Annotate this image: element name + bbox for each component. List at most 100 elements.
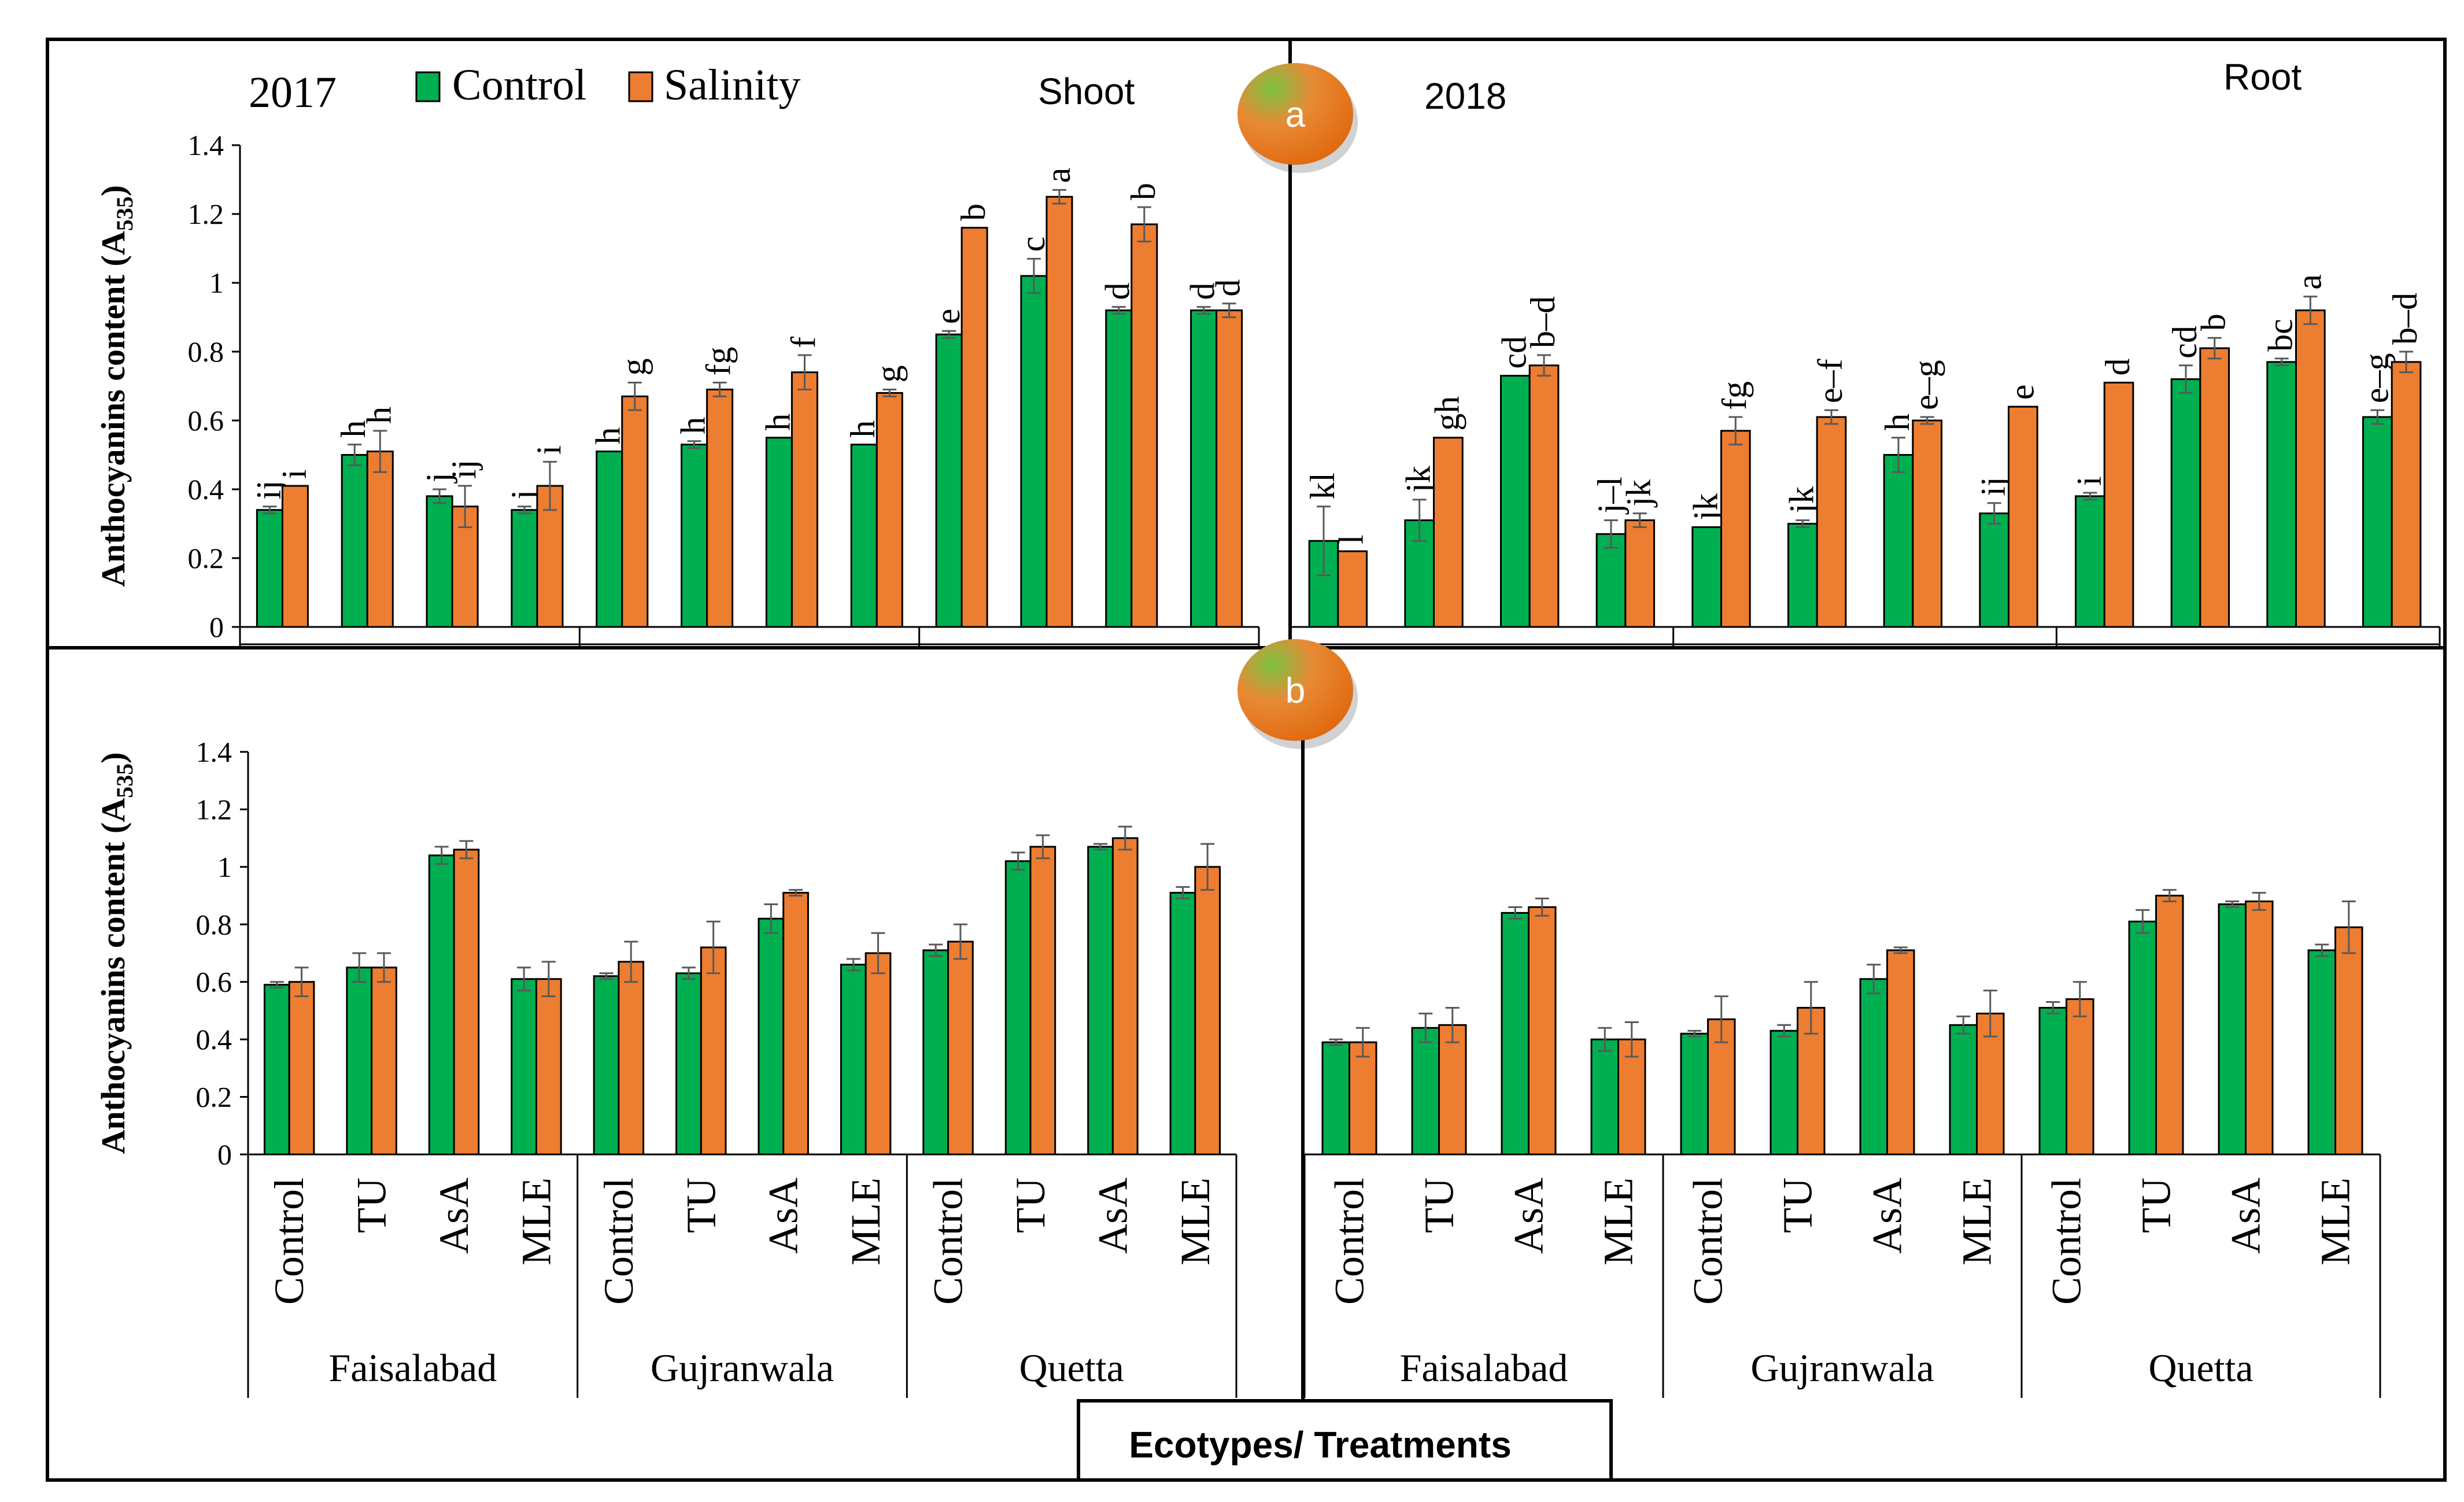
chart-panels: 0 0.2 0.4 0.6 0.8 1 1.2 1.4 Anthocyanins content… [94, 129, 2441, 1398]
significance-letter: bc [2262, 319, 2300, 352]
group-label: Gujranwala [1750, 1346, 1934, 1390]
significance-letter: b [1124, 183, 1162, 200]
bar-salinity [1886, 949, 1915, 1156]
bar-salinity [1528, 906, 1557, 1156]
legend-label-salinity: Salinity [664, 61, 800, 109]
category-label: MLE [2312, 1178, 2359, 1265]
category-label: AsA [1089, 1178, 1136, 1254]
significance-letter: f [784, 337, 822, 348]
bar-salinity [2103, 382, 2134, 628]
category-label: TU [1416, 1178, 1462, 1233]
bar-control [2266, 361, 2297, 628]
bar-control [2362, 416, 2393, 628]
bar-salinity [1131, 223, 1158, 628]
bar-control [1321, 1041, 1350, 1156]
y-tick-label: 0 [217, 1138, 232, 1171]
category-label: TU [1775, 1178, 1821, 1233]
y-tick-label: 1.2 [196, 793, 232, 825]
significance-letter: cd [1495, 336, 1533, 369]
bar-control [1411, 1027, 1440, 1156]
bar-control [681, 444, 708, 628]
bar-control [428, 854, 455, 1156]
year-label-2018: 2018 [1424, 75, 1506, 117]
category-label: Control [596, 1178, 642, 1305]
bar-salinity [453, 848, 480, 1156]
significance-letter: b–d [1524, 296, 1562, 348]
bar-salinity [1720, 430, 1751, 628]
bar-control [850, 444, 878, 628]
bar-salinity [618, 961, 645, 1156]
bar-salinity [947, 940, 974, 1156]
bar-salinity [1337, 550, 1368, 628]
bar-control [1499, 375, 1531, 628]
bar-control [1190, 309, 1218, 628]
bar-control [1004, 860, 1032, 1156]
badge-a [1237, 63, 1353, 165]
bar-salinity [621, 395, 649, 628]
bar-salinity [2155, 895, 2184, 1156]
bar-control [593, 975, 620, 1156]
chart-panel-4: Control TU AsA MLE Control TU AsA MLE Control TU A… [1303, 889, 2381, 1398]
bar-salinity [1111, 837, 1139, 1156]
bar-salinity [371, 966, 397, 1156]
significance-letter: h [674, 417, 712, 434]
bar-control [922, 949, 950, 1156]
y-tick-label: 0.8 [196, 908, 232, 940]
significance-letter: b [954, 204, 992, 221]
category-label: AsA [1864, 1178, 1911, 1254]
significance-letter: h [589, 427, 627, 445]
significance-letter: cd [2166, 326, 2204, 359]
category-label: Control [2044, 1178, 2090, 1305]
bar-control [426, 495, 453, 628]
bar-control [511, 509, 538, 628]
bar-control [263, 984, 290, 1156]
significance-letter: h [360, 407, 398, 424]
bar-control [256, 509, 283, 628]
figure-overlay: 2017 Control Salinity Shoot 2018 Root Ecotypes… [249, 56, 2302, 1482]
significance-letter: ij [1974, 477, 2012, 496]
year-label-2017: 2017 [249, 68, 337, 117]
significance-letter: fg [700, 347, 738, 376]
significance-letter: jk [1782, 486, 1820, 515]
significance-letter: jk [1620, 479, 1658, 508]
significance-letter: i [275, 469, 313, 479]
category-label: MLE [1954, 1178, 2000, 1265]
significance-letter: e–g [1907, 360, 1945, 410]
legend-swatch-control [415, 71, 441, 102]
y-tick-label: 1.2 [188, 198, 224, 230]
significance-letter: e [929, 309, 967, 324]
badge-label-b: b [1285, 671, 1305, 711]
significance-letter: gh [1428, 396, 1466, 431]
bar-control [2307, 949, 2336, 1156]
bar-control [1691, 526, 1723, 628]
category-label: MLE [1172, 1178, 1218, 1265]
bar-control [1770, 1029, 1798, 1156]
y-tick-label: 1.4 [196, 736, 232, 768]
significance-letter: fg [1715, 381, 1753, 410]
bar-control [840, 964, 867, 1156]
legend-swatch-salinity [628, 71, 653, 102]
significance-letter: g [615, 359, 653, 376]
x-axis-title: Ecotypes/ Treatments [1129, 1424, 1512, 1466]
bar-control [511, 978, 537, 1156]
category-label: TU [2133, 1178, 2179, 1233]
bar-salinity [782, 892, 809, 1156]
significance-letter: e [2003, 385, 2041, 400]
bar-control [341, 454, 368, 628]
significance-letter: d [1209, 279, 1247, 297]
significance-letter: jk [1687, 493, 1725, 522]
bar-control [1105, 309, 1133, 628]
panel-title-shoot: Shoot [1038, 71, 1135, 112]
bar-salinity [700, 946, 727, 1156]
significance-letter: c [1014, 237, 1052, 252]
bar-salinity [1624, 519, 1656, 628]
y-tick-label: 0.4 [196, 1023, 232, 1056]
significance-letter: h [759, 414, 797, 431]
bar-control [1590, 1038, 1619, 1156]
bar-control [758, 917, 785, 1156]
bar-control [2038, 1006, 2067, 1156]
significance-letter: j [504, 490, 542, 501]
significance-letter: l [1332, 534, 1370, 544]
significance-letter: b [2195, 313, 2233, 331]
bar-salinity [1349, 1041, 1377, 1156]
